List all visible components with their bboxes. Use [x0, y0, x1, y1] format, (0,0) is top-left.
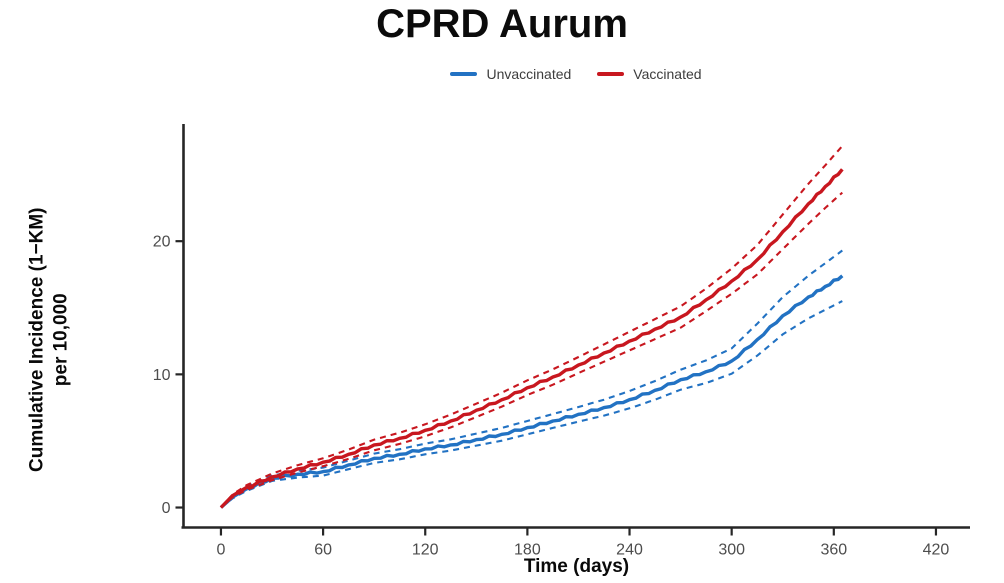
y-tick-label: 20 [153, 234, 171, 251]
legend-label-unvaccinated: Unvaccinated [486, 66, 572, 82]
unvaccinated-ci-lower-line [220, 300, 843, 509]
x-axis-title: Time (days) [523, 556, 630, 577]
vaccinated-estimate-line [219, 168, 844, 509]
y-tick-label: 0 [162, 500, 171, 517]
legend: Unvaccinated Vaccinated [150, 66, 1002, 82]
x-tick-label: 240 [616, 542, 643, 559]
unvaccinated-ci-upper-line [220, 249, 843, 509]
legend-item-unvaccinated: Unvaccinated [450, 66, 571, 82]
x-tick-label: 360 [820, 542, 847, 559]
unvaccinated-line-swatch [450, 72, 478, 76]
legend-label-vaccinated: Vaccinated [633, 66, 702, 82]
x-tick-label: 120 [412, 542, 439, 559]
y-tick-label: 10 [153, 367, 171, 384]
unvaccinated-estimate-line [219, 274, 844, 509]
legend-item-vaccinated: Vaccinated [597, 66, 702, 82]
x-tick-label: 60 [314, 542, 332, 559]
x-tick-label: 420 [923, 542, 950, 559]
x-tick-label: 0 [216, 542, 225, 559]
vaccinated-line-swatch [597, 72, 625, 76]
chart-title: CPRD Aurum [376, 2, 628, 46]
x-tick-label: 180 [514, 542, 541, 559]
vaccinated-ci-upper-line [220, 145, 844, 509]
vaccinated-ci-lower-line [220, 191, 844, 509]
x-tick-label: 300 [718, 542, 745, 559]
